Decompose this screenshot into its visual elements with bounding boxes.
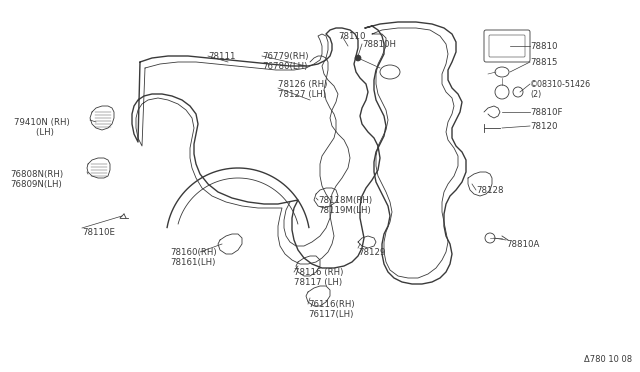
Text: 76808N(RH)
76809N(LH): 76808N(RH) 76809N(LH) <box>10 170 63 189</box>
Text: 76116(RH)
76117(LH): 76116(RH) 76117(LH) <box>308 300 355 320</box>
Text: 78118M(RH)
78119M(LH): 78118M(RH) 78119M(LH) <box>318 196 372 215</box>
Text: 78810: 78810 <box>530 42 557 51</box>
Text: 78120: 78120 <box>530 122 557 131</box>
Circle shape <box>355 55 361 61</box>
Text: 78128: 78128 <box>476 186 504 195</box>
Text: 78111: 78111 <box>208 52 236 61</box>
Text: 78129: 78129 <box>358 248 385 257</box>
Text: ©08310-51426
(2): ©08310-51426 (2) <box>530 80 591 99</box>
Text: 78810F: 78810F <box>530 108 563 117</box>
Text: 78110E: 78110E <box>82 228 115 237</box>
Text: 78116 (RH)
78117 (LH): 78116 (RH) 78117 (LH) <box>294 268 344 288</box>
Text: 78160(RH)
78161(LH): 78160(RH) 78161(LH) <box>170 248 216 267</box>
Text: 78810H: 78810H <box>362 40 396 49</box>
Text: 78810A: 78810A <box>506 240 540 249</box>
Text: 78126 (RH)
78127 (LH): 78126 (RH) 78127 (LH) <box>278 80 328 99</box>
Text: 76779(RH)
76780(LH): 76779(RH) 76780(LH) <box>262 52 308 71</box>
Text: 78110: 78110 <box>338 32 365 41</box>
Text: 79410N (RH)
        (LH): 79410N (RH) (LH) <box>14 118 70 137</box>
Text: 78815: 78815 <box>530 58 557 67</box>
Text: Δ780 10 08: Δ780 10 08 <box>584 355 632 364</box>
